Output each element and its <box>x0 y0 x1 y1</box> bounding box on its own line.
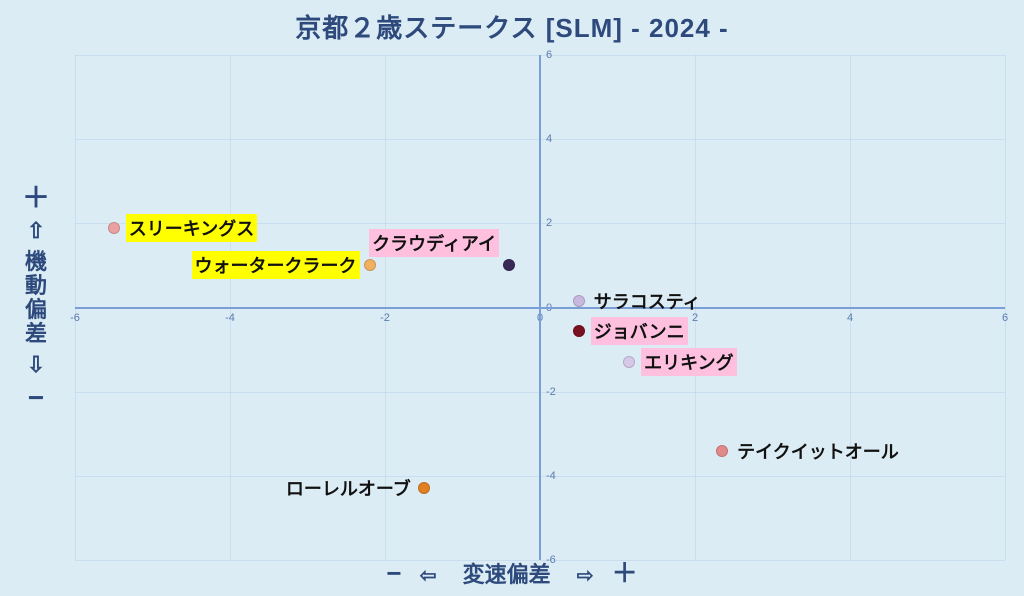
y-tick-label: 4 <box>546 133 552 145</box>
y-axis-line <box>539 55 541 560</box>
data-point-label: ローレルオーブ <box>283 474 414 502</box>
data-point <box>364 259 376 271</box>
y-tick-label: 6 <box>546 49 552 61</box>
data-point <box>573 325 585 337</box>
x-minus-symbol: − <box>380 558 407 589</box>
scatter-plot-area: -6-4-20246-6-4-20246スリーキングスウォータークラーククラウデ… <box>75 55 1005 560</box>
data-point <box>716 445 728 457</box>
y-up-arrow-icon: ⇧ <box>27 220 45 242</box>
data-point-label: テイクイットオール <box>734 437 902 465</box>
grid-line-vertical <box>1005 55 1006 560</box>
chart-title: 京都２歳ステークス [SLM] - 2024 - <box>0 8 1024 45</box>
x-right-arrow-icon: ⇨ <box>571 563 600 588</box>
x-left-arrow-icon: ⇦ <box>414 563 443 588</box>
y-tick-label: -2 <box>546 386 556 398</box>
y-tick-label: 2 <box>546 217 552 229</box>
data-point-label: エリキング <box>641 348 736 376</box>
x-tick-label: 6 <box>1002 312 1008 324</box>
data-point <box>503 259 515 271</box>
data-point <box>108 222 120 234</box>
y-axis-label-group: ＋ ⇧ 機動偏差 ⇩ − <box>16 0 56 596</box>
y-axis-label-text: 機動偏差 <box>25 250 47 347</box>
data-point <box>573 295 585 307</box>
x-tick-label: -6 <box>70 312 80 324</box>
data-point-label: スリーキングス <box>126 214 257 242</box>
y-minus-symbol: − <box>28 384 44 412</box>
y-tick-label: -6 <box>546 554 556 566</box>
data-point <box>623 356 635 368</box>
data-point-label: ジョバンニ <box>591 317 688 345</box>
x-tick-label: -2 <box>380 312 390 324</box>
x-tick-label: -4 <box>225 312 235 324</box>
data-point-label: ウォータークラーク <box>192 251 360 279</box>
grid-line-horizontal <box>75 560 1005 561</box>
x-tick-label: 4 <box>847 312 853 324</box>
data-point <box>418 482 430 494</box>
y-plus-symbol: ＋ <box>22 184 50 212</box>
data-point-label: クラウディアイ <box>369 229 499 257</box>
y-tick-label: -4 <box>546 470 556 482</box>
data-point-label: サラコスティ <box>591 287 704 315</box>
y-down-arrow-icon: ⇩ <box>27 354 45 376</box>
